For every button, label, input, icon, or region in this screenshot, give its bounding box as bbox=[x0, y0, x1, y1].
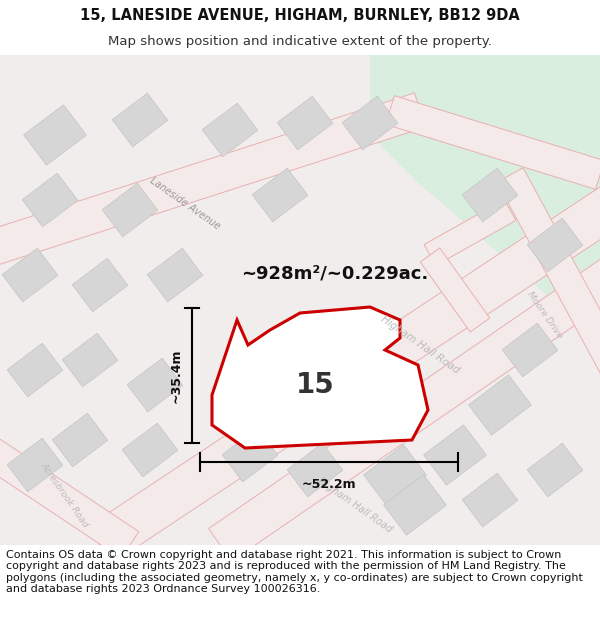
Polygon shape bbox=[209, 199, 600, 561]
Polygon shape bbox=[222, 428, 278, 482]
Polygon shape bbox=[469, 375, 532, 435]
Text: 15: 15 bbox=[296, 371, 334, 399]
Text: ~35.4m: ~35.4m bbox=[170, 348, 182, 403]
Polygon shape bbox=[7, 438, 63, 492]
Text: 15, LANESIDE AVENUE, HIGHAM, BURNLEY, BB12 9DA: 15, LANESIDE AVENUE, HIGHAM, BURNLEY, BB… bbox=[80, 8, 520, 23]
Polygon shape bbox=[22, 173, 78, 227]
Polygon shape bbox=[202, 103, 258, 157]
Polygon shape bbox=[527, 443, 583, 497]
Polygon shape bbox=[0, 93, 425, 272]
Polygon shape bbox=[497, 168, 600, 422]
Polygon shape bbox=[342, 96, 398, 150]
Polygon shape bbox=[2, 248, 58, 302]
Polygon shape bbox=[527, 218, 583, 272]
Text: Map shows position and indicative extent of the property.: Map shows position and indicative extent… bbox=[108, 35, 492, 48]
Text: ~928m²/~0.229ac.: ~928m²/~0.229ac. bbox=[241, 264, 428, 282]
Polygon shape bbox=[383, 475, 446, 535]
Polygon shape bbox=[364, 445, 427, 505]
Polygon shape bbox=[287, 443, 343, 497]
Polygon shape bbox=[424, 199, 516, 266]
Polygon shape bbox=[212, 307, 428, 448]
Polygon shape bbox=[88, 182, 600, 563]
Polygon shape bbox=[242, 338, 298, 392]
Polygon shape bbox=[420, 248, 490, 332]
Polygon shape bbox=[462, 168, 518, 222]
Polygon shape bbox=[72, 258, 128, 312]
Polygon shape bbox=[52, 413, 108, 467]
Polygon shape bbox=[102, 183, 158, 237]
Polygon shape bbox=[386, 96, 600, 189]
Text: ~52.2m: ~52.2m bbox=[302, 478, 356, 491]
Polygon shape bbox=[462, 473, 518, 527]
Polygon shape bbox=[112, 93, 168, 147]
Polygon shape bbox=[277, 96, 333, 150]
Polygon shape bbox=[370, 55, 600, 345]
Polygon shape bbox=[62, 333, 118, 387]
Polygon shape bbox=[23, 105, 86, 165]
Text: Acresbrook Road: Acresbrook Road bbox=[40, 461, 91, 529]
Text: Higham Hall Road: Higham Hall Road bbox=[379, 314, 461, 376]
Polygon shape bbox=[7, 343, 63, 397]
Polygon shape bbox=[127, 358, 183, 412]
Text: Moore Drive: Moore Drive bbox=[526, 290, 565, 340]
Polygon shape bbox=[147, 248, 203, 302]
Polygon shape bbox=[252, 168, 308, 222]
Text: Contains OS data © Crown copyright and database right 2021. This information is : Contains OS data © Crown copyright and d… bbox=[6, 549, 583, 594]
Polygon shape bbox=[502, 323, 558, 377]
Polygon shape bbox=[0, 432, 139, 558]
Polygon shape bbox=[122, 423, 178, 477]
Text: Laneside Avenue: Laneside Avenue bbox=[148, 175, 222, 231]
Polygon shape bbox=[424, 425, 487, 485]
Text: Higham Hall Road: Higham Hall Road bbox=[316, 476, 394, 534]
